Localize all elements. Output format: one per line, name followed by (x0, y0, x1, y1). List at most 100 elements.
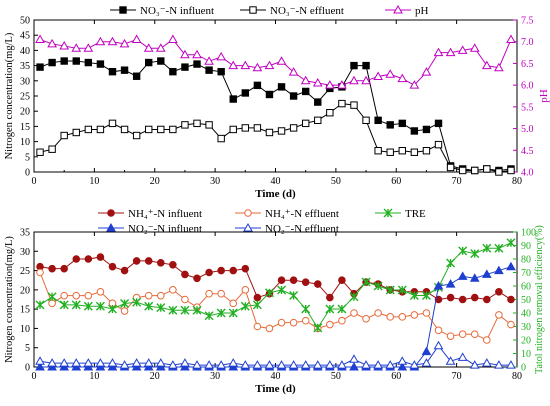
x-tick-label: 50 (331, 371, 341, 382)
series-line (39, 272, 512, 341)
legend-label: pH (415, 5, 429, 17)
data-point (470, 249, 480, 259)
data-point (180, 49, 190, 59)
x-tick-label: 0 (32, 176, 37, 187)
data-point (108, 262, 117, 271)
x-tick-label: 60 (391, 371, 401, 382)
data-point (337, 304, 347, 314)
data-point (84, 125, 93, 134)
data-point (301, 304, 311, 314)
data-point (373, 360, 383, 369)
series-line (40, 266, 512, 368)
y2-tick-label: 7.0 (521, 37, 534, 48)
x-tick-label: 60 (391, 176, 401, 187)
legend-marker (393, 4, 403, 14)
data-point (143, 43, 154, 52)
y2-tick-label: 6.5 (521, 59, 534, 70)
legend-label: NH₄⁺-N influent (128, 208, 202, 220)
x-tick-label: 0 (32, 371, 37, 382)
data-point (265, 324, 274, 333)
y-tick-label: 0 (25, 168, 30, 179)
y-tick-label: 45 (20, 31, 30, 42)
data-point (471, 166, 479, 175)
legend-item: NO₂⁻-N effluent (235, 222, 339, 235)
data-point (60, 131, 68, 140)
data-point (144, 301, 154, 311)
y2-tick-label: 30 (521, 322, 531, 333)
legend-item: pH (385, 4, 429, 17)
data-point (446, 258, 456, 268)
data-point (156, 291, 165, 300)
data-point (386, 121, 394, 129)
data-point (397, 356, 408, 365)
data-point (95, 301, 105, 311)
data-point (132, 72, 141, 80)
data-point (494, 243, 504, 253)
y2-tick-label: 70 (521, 268, 531, 279)
data-point (48, 58, 56, 67)
data-point (96, 253, 105, 261)
data-point (277, 83, 286, 91)
data-point (108, 67, 117, 76)
data-point (312, 77, 323, 87)
data-point (157, 125, 165, 134)
data-point (71, 300, 81, 310)
data-point (446, 332, 455, 340)
data-point (481, 358, 492, 367)
data-point (397, 73, 408, 83)
data-point (324, 360, 335, 369)
data-point (131, 358, 142, 367)
data-point (120, 266, 129, 275)
data-point (217, 289, 225, 298)
legend-label: TRE (405, 208, 426, 220)
data-point (361, 277, 371, 287)
data-point (457, 45, 468, 54)
x-tick-label: 40 (271, 176, 281, 187)
legend-label: NH₄⁺-N effluent (265, 208, 339, 220)
data-point (349, 361, 359, 371)
data-point (398, 119, 406, 128)
data-point (276, 360, 287, 369)
data-point (458, 166, 467, 175)
data-point (338, 276, 346, 285)
data-point (168, 360, 178, 369)
legend-label: NO₃⁻-N influent (140, 5, 214, 17)
data-point (96, 287, 105, 296)
data-point (192, 49, 202, 59)
data-point (132, 297, 142, 307)
data-point (483, 336, 491, 344)
series-0 (36, 57, 515, 175)
data-point (229, 125, 237, 134)
data-point (421, 67, 432, 76)
data-point (192, 305, 202, 315)
legend-marker (243, 222, 253, 232)
data-point (362, 116, 370, 125)
data-point (144, 257, 153, 265)
data-point (374, 147, 382, 155)
data-point (457, 352, 468, 361)
data-point (180, 358, 190, 367)
data-point (96, 60, 105, 68)
data-point (434, 140, 443, 149)
data-point (120, 299, 130, 309)
data-point (252, 300, 262, 310)
data-point (506, 261, 516, 271)
data-point (458, 330, 467, 339)
series-line (39, 242, 512, 329)
series-2 (35, 238, 516, 333)
data-point (71, 358, 82, 367)
data-point (482, 243, 492, 253)
data-point (96, 125, 105, 134)
data-point (48, 145, 56, 153)
data-point (84, 255, 93, 263)
series-line (39, 60, 512, 171)
data-point (385, 360, 396, 369)
data-point (469, 360, 480, 369)
data-point (385, 285, 395, 295)
series-line (39, 344, 511, 366)
series-4 (35, 340, 516, 369)
data-point (181, 295, 189, 304)
data-point (228, 308, 238, 318)
data-point (83, 358, 94, 367)
data-point (446, 163, 455, 172)
